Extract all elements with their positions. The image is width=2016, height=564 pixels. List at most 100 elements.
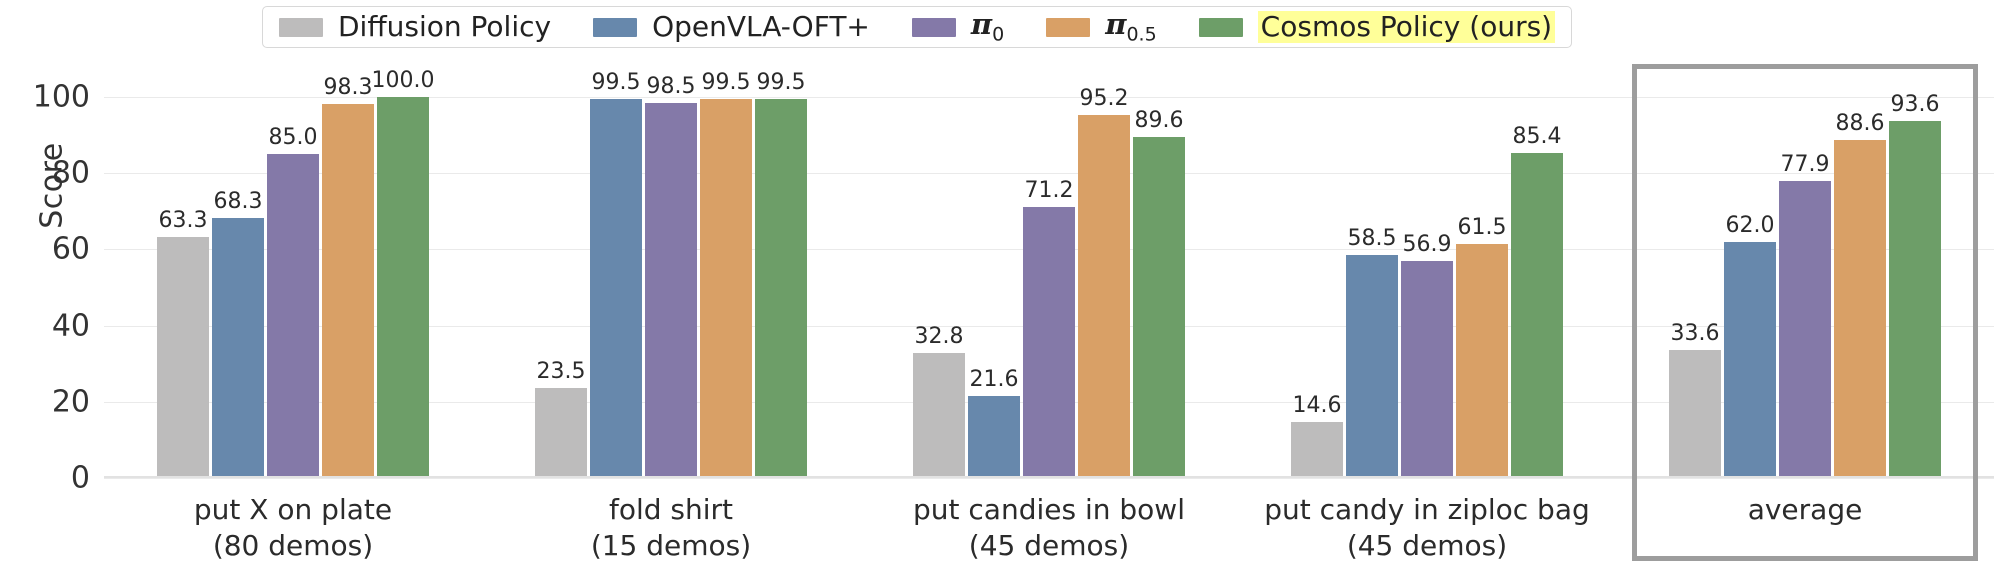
bar-column: 93.6 (1889, 78, 1941, 478)
bar-column: 62.0 (1724, 78, 1776, 478)
bar-group-bars: 23.5 99.5 98.5 99.5 99.5 (482, 70, 860, 478)
legend-item[interactable]: Cosmos Policy (ours) (1198, 11, 1556, 43)
bar-column: 88.6 (1834, 78, 1886, 478)
bar[interactable] (1724, 241, 1776, 478)
bar[interactable] (913, 353, 965, 478)
x-axis-group-name: average (1747, 493, 1863, 526)
bar-column: 23.5 (535, 78, 587, 478)
bar-group: 14.6 58.5 56.9 61.5 85.4 put candy in ziploc … (1238, 78, 1616, 562)
bar-group-bars: 32.8 21.6 71.2 95.2 89.6 (860, 78, 1238, 478)
bar[interactable] (645, 102, 697, 478)
bar-value-label: 85.0 (268, 125, 318, 151)
bar[interactable] (1401, 261, 1453, 478)
x-axis-group-name: put X on plate (193, 493, 393, 526)
bar-column: 89.6 (1133, 78, 1185, 478)
bar-value-label: 56.9 (1402, 232, 1452, 258)
bar[interactable] (1291, 422, 1343, 478)
y-axis-tick-label: 0 (70, 460, 90, 496)
bar-column: 14.6 (1291, 78, 1343, 478)
bar-column: 58.5 (1346, 78, 1398, 478)
bar-column: 85.4 (1511, 78, 1563, 478)
bar-value-label: 99.5 (701, 69, 751, 95)
bar-column: 99.5 (700, 70, 752, 478)
bar-value-label: 21.6 (969, 366, 1019, 392)
legend-item[interactable]: Diffusion Policy (279, 13, 551, 41)
bar-value-label: 99.5 (591, 69, 641, 95)
legend-item[interactable]: π0.5 (1046, 6, 1157, 46)
bar-group-bars: 63.3 68.3 85.0 98.3 100.0 (104, 68, 482, 478)
gridline: 100 (33, 80, 1994, 115)
bar-value-label: 85.4 (1512, 123, 1562, 149)
bar[interactable] (1669, 350, 1721, 478)
bar[interactable] (968, 395, 1020, 478)
legend-item-label: Diffusion Policy (338, 10, 552, 43)
legend-item-label: OpenVLA-OFT+ (652, 10, 870, 43)
x-axis-group-label: average (1748, 492, 1863, 528)
gridline: 80 (52, 156, 1994, 191)
bar[interactable] (1346, 255, 1398, 478)
x-axis-baseline (104, 476, 1994, 478)
bar-group: 63.3 68.3 85.0 98.3 100.0 put X on plate (80 d… (104, 68, 482, 562)
bar-column: 100.0 (372, 68, 434, 478)
y-axis-tick-label: 40 (51, 308, 90, 344)
bar-group: 32.8 21.6 71.2 95.2 89.6 put candies in bowl(… (860, 78, 1238, 562)
bar[interactable] (1133, 136, 1185, 478)
bar-group-bars: 33.6 62.0 77.9 88.6 93.6 (1616, 78, 1994, 478)
bar[interactable] (535, 388, 587, 478)
bar-column: 99.5 (755, 70, 807, 478)
bar-value-label: 63.3 (158, 207, 208, 233)
bar[interactable] (212, 217, 264, 478)
legend-item-label: π0 (970, 6, 1005, 46)
bar[interactable] (1456, 243, 1508, 478)
bar-column: 99.5 (590, 70, 642, 478)
x-axis-group-label: put candy in ziploc bag (45 demos) (1264, 492, 1590, 564)
x-axis-group-name: put candies in bowl (913, 493, 1185, 526)
bar[interactable] (1511, 152, 1563, 478)
legend-item-label: π0.5 (1105, 6, 1157, 46)
bar[interactable] (590, 98, 642, 478)
bar-column: 21.6 (968, 78, 1020, 478)
bar-column: 56.9 (1401, 78, 1453, 478)
y-axis-tick-label: 80 (51, 155, 90, 191)
legend-swatch-icon (279, 17, 323, 37)
bar-column: 98.3 (322, 75, 374, 478)
bar-column: 63.3 (157, 78, 209, 478)
bar[interactable] (755, 98, 807, 478)
bar-value-label: 62.0 (1725, 212, 1775, 238)
bar[interactable] (1078, 115, 1130, 478)
gridline: 0 (71, 461, 1994, 496)
bar-column: 32.8 (913, 78, 965, 478)
bar[interactable] (1834, 140, 1886, 478)
bar-value-label: 23.5 (536, 359, 586, 385)
bar-value-label: 98.3 (323, 74, 373, 100)
legend-swatch-icon (1046, 17, 1091, 37)
y-axis-tick-label: 60 (51, 231, 90, 267)
bar[interactable] (700, 98, 752, 478)
x-axis-group-label: fold shirt (15 demos) (591, 492, 751, 564)
bar-group-bars: 14.6 58.5 56.9 61.5 85.4 (1238, 78, 1616, 478)
y-axis-tick-label: 20 (51, 384, 90, 420)
bar[interactable] (322, 103, 374, 478)
bar[interactable] (157, 236, 209, 478)
chart-legend: Diffusion Policy OpenVLA-OFT+ π0 π0.5 Cosmos… (262, 6, 1573, 48)
x-axis-group-label: put X on plate (80 demos) (194, 492, 392, 564)
bar-value-label: 32.8 (914, 324, 964, 350)
legend-item[interactable]: π0 (911, 6, 1005, 46)
legend-swatch-icon (593, 17, 638, 37)
legend-item[interactable]: OpenVLA-OFT+ (593, 13, 870, 41)
bar-column: 61.5 (1456, 78, 1508, 478)
bar[interactable] (267, 154, 319, 478)
bar-column: 95.2 (1078, 78, 1130, 478)
x-axis-group-demos: (80 demos) (212, 528, 374, 562)
bar[interactable] (1023, 206, 1075, 478)
bar[interactable] (377, 97, 429, 478)
bar[interactable] (1889, 121, 1941, 478)
x-axis-group-demos: (45 demos) (1346, 528, 1508, 562)
bar[interactable] (1779, 181, 1831, 478)
x-axis-group-demos: (45 demos) (968, 528, 1130, 562)
x-axis-group-name: fold shirt (608, 493, 734, 526)
x-axis-group-label: put candies in bowl (45 demos) (913, 492, 1185, 564)
bar-value-label: 93.6 (1890, 92, 1940, 118)
bar-group: 33.6 62.0 77.9 88.6 93.6 average (1616, 78, 1994, 526)
